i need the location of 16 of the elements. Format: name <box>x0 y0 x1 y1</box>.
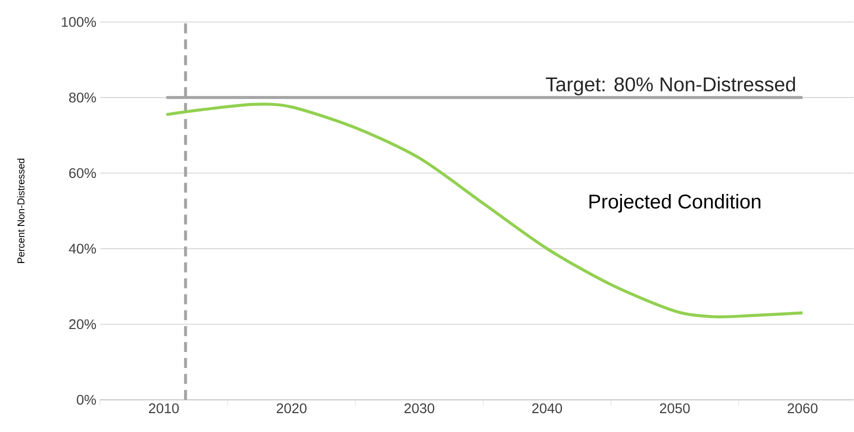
x-tick-label: 2020 <box>276 403 307 414</box>
y-tick-label: 40% <box>68 244 96 254</box>
y-tick-label: 20% <box>69 319 96 330</box>
y-tick-label: 100% <box>62 17 96 28</box>
text: Projected Condition <box>590 194 760 213</box>
x-tick-label: 2060 <box>788 403 818 414</box>
y-tick-label: 0% <box>76 394 96 405</box>
y-tick-label: 80% <box>69 92 96 103</box>
series-label: Target: 80% Non-Distressed <box>546 76 795 96</box>
x-tick-label: 2040 <box>532 403 562 414</box>
y-axis-title: Percent Non-Distressed <box>17 158 24 264</box>
line-series <box>164 102 804 318</box>
y-tick-label: 60% <box>69 168 96 178</box>
x-tick-label: 2050 <box>660 403 690 414</box>
x-tick-label: 2030 <box>404 403 434 414</box>
x-tick-label: 2010 <box>149 403 179 414</box>
